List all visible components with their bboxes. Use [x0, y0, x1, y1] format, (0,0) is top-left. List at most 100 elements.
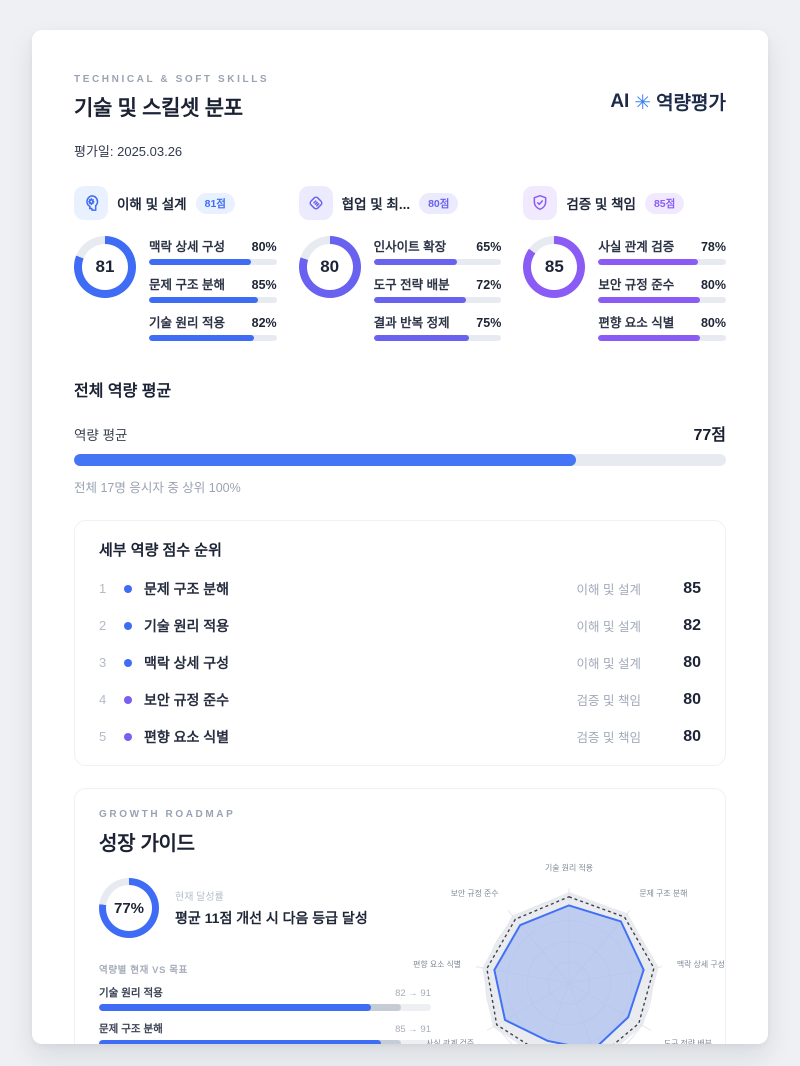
metric-bar-track [598, 259, 726, 265]
achievement-label: 현재 달성률 [175, 892, 224, 903]
metric-label-row: 문제 구조 분해 85% [149, 274, 277, 293]
rank-number: 1 [99, 581, 107, 596]
header-eyebrow: TECHNICAL & SOFT SKILLS [74, 74, 270, 85]
rank-skill-name: 문제 구조 분해 [144, 580, 230, 597]
rank-category: 검증 및 책임 [576, 731, 641, 745]
metric-label: 문제 구조 분해 [149, 278, 225, 292]
rank-score: 80 [683, 653, 701, 671]
score-badge: 81점 [195, 192, 235, 214]
ranking-heading: 세부 역량 점수 순위 [99, 542, 222, 559]
metric-list: 맥락 상세 구성 80% 문제 구조 분해 85% 기술 원리 적용 82% [149, 236, 277, 341]
rank-score: 82 [683, 616, 701, 634]
metric-item: 문제 구조 분해 85% [149, 274, 277, 303]
metric-item: 맥락 상세 구성 80% [149, 236, 277, 265]
ranking-row: 2 기술 원리 적용 이해 및 설계 82 [99, 607, 701, 644]
achievement-donut-value: 77% [113, 899, 145, 917]
ranking-list: 1 문제 구조 분해 이해 및 설계 85 2 기술 원리 적용 이해 및 설계… [99, 570, 701, 755]
radar-axis-label: 맥락 상세 구성 [677, 959, 725, 969]
overall-score-row: 역량 평균 77점 [74, 421, 726, 445]
score-donut-value: 81 [95, 257, 115, 276]
metric-label: 맥락 상세 구성 [149, 240, 225, 254]
metric-label: 보안 규정 준수 [598, 278, 675, 292]
metric-bar-fill [598, 259, 698, 265]
metric-bar-track [149, 297, 277, 303]
skill-card-title: 이해 및 설계 [117, 197, 187, 212]
handshake-icon-box [298, 186, 333, 220]
metric-bar-track [149, 259, 277, 265]
overall-score: 77점 [693, 427, 726, 444]
metric-value: 85% [251, 278, 277, 292]
vs-bar-label: 기술 원리 적용 [99, 987, 163, 999]
metric-value: 80% [700, 316, 726, 330]
vs-bar-track [99, 1040, 431, 1044]
growth-title: 성장 가이드 [99, 833, 195, 855]
logo-text-prefix: AI [610, 90, 630, 112]
vs-bar-current-fill [99, 1004, 372, 1011]
score-donut: 85 [523, 236, 586, 298]
rank-number: 3 [99, 655, 107, 670]
metric-item: 사실 관계 검증 78% [598, 236, 726, 265]
rank-skill-name: 편향 요소 식별 [144, 728, 230, 745]
asterisk-icon: ✳ [634, 91, 652, 114]
growth-message: 평균 11점 개선 시 다음 등급 달성 [175, 910, 368, 926]
radar-axis-label: 기술 원리 적용 [545, 863, 593, 873]
skill-card: 이해 및 설계 81점 81 맥락 상세 구성 80% 문제 구조 분해 85%… [74, 186, 277, 341]
metric-label-row: 기술 원리 적용 82% [149, 312, 277, 331]
category-dot [124, 621, 132, 630]
metric-list: 사실 관계 검증 78% 보안 규정 준수 80% 편향 요소 식별 80% [598, 236, 726, 341]
metric-bar-fill [598, 297, 701, 303]
score-badge: 85점 [644, 192, 685, 214]
skill-card-title: 검증 및 책임 [566, 197, 636, 212]
metric-item: 기술 원리 적용 82% [149, 312, 277, 341]
metric-bar-track [373, 259, 502, 265]
metric-value: 75% [476, 316, 502, 330]
vs-bars-heading: 역량별 현재 VS 목표 [99, 965, 188, 976]
metric-label-row: 도구 전략 배분 72% [374, 274, 502, 293]
metric-bar-fill [149, 335, 254, 341]
metric-value: 82% [251, 316, 277, 330]
overall-label: 역량 평균 [74, 428, 128, 443]
metric-bar-fill [598, 335, 701, 341]
skill-card: 협업 및 최... 80점 80 인사이트 확장 65% 도구 전략 배분 72… [298, 186, 502, 341]
score-donut: 80 [298, 236, 361, 298]
rank-category: 검증 및 책임 [576, 694, 641, 708]
score-donut: 81 [74, 236, 136, 298]
skill-card-body: 85 사실 관계 검증 78% 보안 규정 준수 80% 편향 요소 식별 80… [523, 236, 726, 341]
vs-bar-label-row: 문제 구조 분해 85 → 91 [99, 1021, 431, 1036]
metric-bar-track [373, 297, 502, 303]
rank-score: 80 [683, 727, 701, 745]
category-dot [124, 695, 132, 704]
metric-label-row: 결과 반복 정제 75% [374, 312, 502, 331]
ranking-row: 1 문제 구조 분해 이해 및 설계 85 [99, 570, 701, 607]
report-page: TECHNICAL & SOFT SKILLS 기술 및 스킬셋 분포 AI ✳… [32, 30, 768, 1044]
metric-value: 80% [700, 278, 726, 292]
vs-bar-current-fill [99, 1040, 382, 1044]
rank-number: 5 [99, 729, 107, 744]
growth-summary: 77% 현재 달성률 평균 11점 개선 시 다음 등급 달성 [99, 878, 439, 938]
assessment-date: 평가일: 2025.03.26 [74, 144, 183, 159]
head-gear-icon-box [74, 186, 108, 220]
metric-label: 결과 반복 정제 [373, 316, 450, 330]
rank-number: 2 [99, 618, 107, 633]
page-title: 기술 및 스킬셋 분포 [74, 97, 243, 120]
overall-heading: 전체 역량 평균 [74, 383, 172, 400]
metric-label-row: 맥락 상세 구성 80% [149, 236, 277, 255]
metric-list: 인사이트 확장 65% 도구 전략 배분 72% 결과 반복 정제 75% [373, 236, 502, 341]
category-dot [124, 658, 132, 667]
shield-check-icon-box [523, 186, 558, 220]
skill-cards-row: 이해 및 설계 81점 81 맥락 상세 구성 80% 문제 구조 분해 85%… [74, 186, 726, 341]
rank-number: 4 [99, 692, 107, 707]
metric-bar-track [598, 297, 726, 303]
rank-score: 80 [683, 690, 701, 708]
rank-category: 이해 및 설계 [576, 620, 641, 634]
metric-item: 인사이트 확장 65% [373, 236, 502, 265]
skill-card-title: 협업 및 최... [341, 197, 411, 212]
rank-score: 85 [683, 579, 701, 597]
skill-card-body: 81 맥락 상세 구성 80% 문제 구조 분해 85% 기술 원리 적용 82… [74, 236, 277, 341]
vs-bar-values: 85 → 91 [395, 1024, 431, 1035]
skill-card: 검증 및 책임 85점 85 사실 관계 검증 78% 보안 규정 준수 80%… [523, 186, 726, 341]
score-donut-value: 80 [320, 257, 340, 276]
rank-category: 이해 및 설계 [576, 583, 641, 597]
metric-label: 사실 관계 검증 [598, 240, 675, 254]
skill-card-body: 80 인사이트 확장 65% 도구 전략 배분 72% 결과 반복 정제 75% [298, 236, 502, 341]
